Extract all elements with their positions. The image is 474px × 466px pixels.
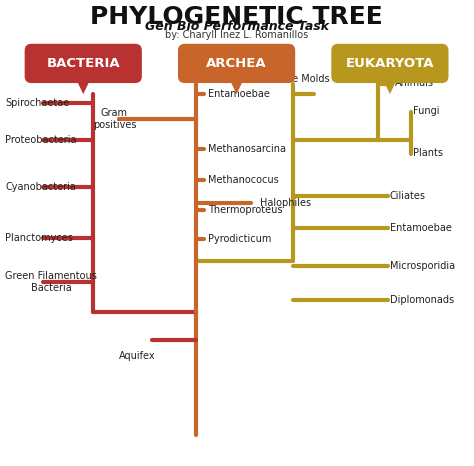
Text: Proteobacteria: Proteobacteria [5,135,77,145]
Text: Slime Molds: Slime Molds [271,74,329,84]
Text: Gram
positives: Gram positives [93,109,136,130]
Polygon shape [228,76,245,94]
Polygon shape [75,76,92,94]
Text: ARCHEA: ARCHEA [206,57,267,70]
Text: Green Filamentous
Bacteria: Green Filamentous Bacteria [5,271,97,293]
Text: PHYLOGENETIC TREE: PHYLOGENETIC TREE [90,5,383,29]
Text: Planctomyces: Planctomyces [5,233,73,243]
Text: Pyrodicticum: Pyrodicticum [208,233,272,244]
FancyBboxPatch shape [179,45,294,82]
Text: Halophiles: Halophiles [260,198,311,208]
Text: Ciliates: Ciliates [390,191,426,201]
Text: Spirochaetae: Spirochaetae [5,98,70,108]
Text: Thermoproteus: Thermoproteus [208,205,283,215]
Text: Cyanobacteria: Cyanobacteria [5,182,76,192]
Text: by: Charyll Inez L. Romanillos: by: Charyll Inez L. Romanillos [165,29,308,40]
Text: Microsporidia: Microsporidia [390,260,455,271]
Text: Methanococus: Methanococus [208,175,279,185]
FancyBboxPatch shape [332,45,447,82]
Text: Methanosarcina: Methanosarcina [208,144,286,154]
Text: Entamoebae: Entamoebae [208,89,270,99]
Text: Fungi: Fungi [413,106,440,116]
Text: Gen Bio Performance Task: Gen Bio Performance Task [145,20,328,33]
Polygon shape [382,76,399,94]
Text: EUKARYOTA: EUKARYOTA [346,57,434,70]
Text: Diplomonads: Diplomonads [390,295,454,305]
Text: Entamoebae: Entamoebae [390,223,452,233]
Text: Aquifex: Aquifex [118,351,155,362]
FancyBboxPatch shape [26,45,141,82]
Text: Animals: Animals [395,78,434,89]
Text: Plants: Plants [413,148,444,158]
Text: BACTERIA: BACTERIA [46,57,120,70]
